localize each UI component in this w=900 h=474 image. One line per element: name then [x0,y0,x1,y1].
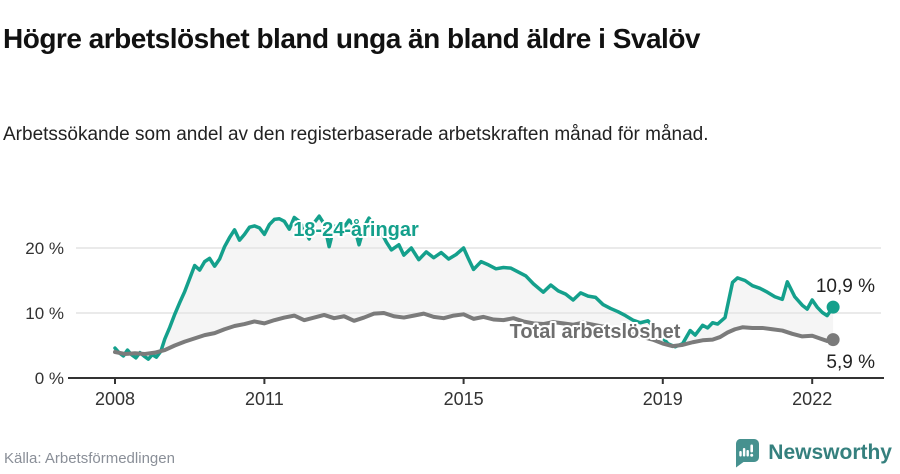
series-label-young: 18-24-åringar [293,218,419,241]
series-end-dot-total [826,333,840,347]
end-value-label-young: 10,9 % [816,276,875,297]
newsworthy-wordmark: Newsworthy [768,441,892,464]
series-line-total [113,311,836,356]
newsworthy-logo: Newsworthy [733,438,892,468]
x-tick-label: 2022 [792,389,832,409]
x-tick-label: 2008 [95,389,135,409]
series-end-dot-young [826,300,840,314]
series-label-total: Total arbetslöshet [510,321,681,343]
x-tick-label: 2019 [643,389,683,409]
y-tick-label: 0 % [35,369,64,388]
end-value-label-total: 5,9 % [826,352,875,373]
page-title: Högre arbetslöshet bland unga än bland ä… [3,22,701,54]
source-credit: Källa: Arbetsförmedlingen [4,450,175,467]
newsworthy-chart-bubble-icon [736,439,760,468]
y-tick-label: 20 % [25,239,64,258]
page-subtitle: Arbetssökande som andel av den registerb… [3,124,709,145]
y-tick-label: 10 % [25,304,64,323]
series-line-young [113,214,835,361]
x-tick-label: 2015 [444,389,484,409]
x-tick-label: 2011 [245,389,284,409]
between-series-fill [115,216,834,360]
